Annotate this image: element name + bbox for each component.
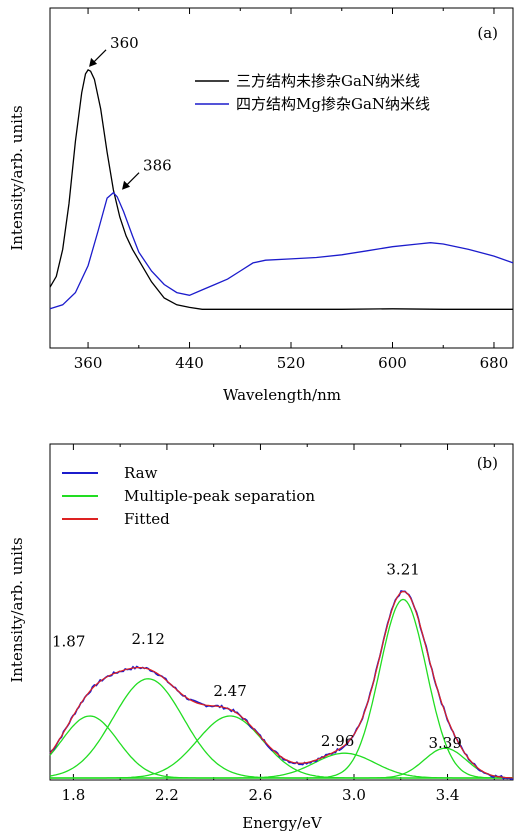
peak-label: 2.12 [132,630,165,648]
x-tick-label: 2.2 [155,786,179,804]
x-tick-label: 680 [480,354,509,372]
peak-label: 2.96 [321,732,354,750]
x-tick-label: 3.0 [342,786,366,804]
panel-a-xlabel: Wavelength/nm [223,386,341,404]
peak-label: 360 [110,34,139,52]
peak-component-5 [50,747,513,779]
legend-a-label-0: 三方结构未掺杂GaN纳米线 [236,72,420,90]
panel-a-series [49,69,514,310]
panel-b-series [49,589,514,781]
panel-b-xlabel: Energy/eV [242,814,323,832]
peak-label: 2.47 [213,682,246,700]
panel-a-ylabel: Intensity/arb. units [8,105,26,250]
panel-b-frame [49,443,514,781]
panel-b-legend: Raw Multiple-peak separation Fitted [62,464,315,528]
panel-b-ylabel: Intensity/arb. units [8,537,26,682]
peak-label: 386 [143,157,172,175]
panel-a-ticks: 360 440 520 600 680 [74,8,509,372]
peak-component-1 [49,678,513,779]
x-tick-label: 600 [378,354,407,372]
peak-label: 1.87 [52,633,85,651]
x-tick-label: 440 [175,354,204,372]
annotation-arrowhead [122,180,131,190]
x-tick-label: 1.8 [61,786,85,804]
series-line-0 [49,69,513,310]
legend-b-label-0: Raw [124,464,158,482]
series-line-1 [49,191,514,310]
legend-b-label-1: Multiple-peak separation [124,487,315,505]
peak-label: 3.21 [386,561,419,579]
panel-b-ticks: 1.8 2.2 2.6 3.0 3.4 [61,444,495,804]
legend-b-label-2: Fitted [124,510,170,528]
panel-a-label: (a) [477,24,498,42]
x-tick-label: 520 [277,354,306,372]
panel-b-label: (b) [477,454,498,472]
panel-a-frame [49,7,514,349]
panel-b-annotations: 1.87 2.12 2.47 2.96 3.21 3.39 [52,561,462,753]
x-tick-label: 360 [74,354,103,372]
panel-a-legend: 三方结构未掺杂GaN纳米线 四方结构Mg掺杂GaN纳米线 [195,72,430,113]
panel-a-annotations: 360 386 [89,34,172,190]
fitted-curve [49,590,513,779]
panel-b: 1.8 2.2 2.6 3.0 3.4 1.87 2.12 2.47 2.96 3.21 3.39… [8,443,514,832]
x-tick-label: 2.6 [249,786,273,804]
peak-label: 3.39 [428,734,461,752]
x-tick-label: 3.4 [436,786,460,804]
legend-a-label-1: 四方结构Mg掺杂GaN纳米线 [236,95,430,113]
panel-a: 360 440 520 600 680 360 386 (a) 三方结构未掺杂GaN纳米线… [8,7,514,404]
annotation-arrowhead [89,57,98,67]
